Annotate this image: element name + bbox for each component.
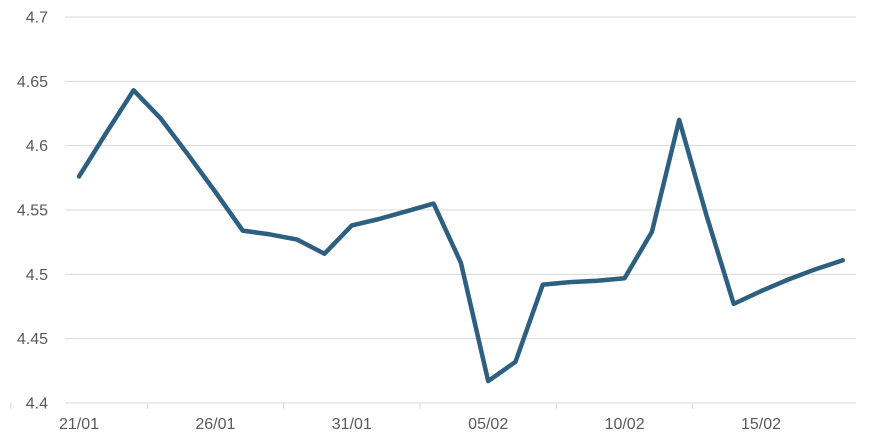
x-axis-label: 15/02 (741, 416, 781, 433)
y-axis-label: 4.65 (17, 74, 48, 91)
y-axis-label: 4.4 (26, 396, 48, 413)
x-axis-label: 26/01 (195, 416, 235, 433)
y-axis-label: 4.6 (26, 138, 48, 155)
data-series-line (76, 88, 846, 384)
y-axis-label: 4.55 (17, 203, 48, 220)
y-axis-label: 4.7 (26, 10, 48, 27)
x-axis-label: 21/01 (59, 416, 99, 433)
y-axis-label: 4.5 (26, 267, 48, 284)
x-axis-label: 05/02 (468, 416, 508, 433)
x-axis-label: 10/02 (605, 416, 645, 433)
x-axis-label: 31/01 (332, 416, 372, 433)
y-axis-label: 4.45 (17, 331, 48, 348)
